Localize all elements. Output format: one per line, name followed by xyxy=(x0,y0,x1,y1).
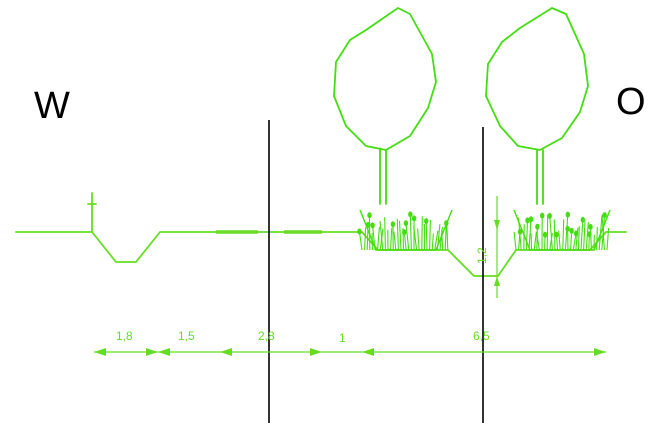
grass-flower-head xyxy=(367,212,371,218)
grass-blade xyxy=(400,221,402,250)
grass-blade xyxy=(378,227,380,250)
grass-blade xyxy=(430,220,431,250)
dimension-label-2: 1,5 xyxy=(178,329,195,343)
grass-blade xyxy=(397,219,398,250)
grass-flower-head xyxy=(357,229,361,235)
grass-flower-head xyxy=(569,228,573,234)
grass-blade xyxy=(584,222,585,251)
dim-arrow-c xyxy=(220,348,232,356)
grass-blade xyxy=(385,217,386,250)
compass-east-label: O xyxy=(616,81,646,123)
grass-blade xyxy=(437,224,440,250)
grass-flower-head xyxy=(424,218,428,224)
grass-flower-head xyxy=(602,212,606,218)
height-arrow-top xyxy=(494,220,500,230)
grass-blade xyxy=(365,227,366,250)
grass-flower-head xyxy=(408,211,412,217)
grass-flower-head xyxy=(581,217,585,223)
tree-left xyxy=(334,8,436,204)
grass-flower-head xyxy=(535,224,539,230)
grass-blade xyxy=(432,234,433,251)
grass-blade xyxy=(426,221,427,250)
dimension-label-3: 2,8 xyxy=(258,329,275,343)
grass-blade xyxy=(526,220,527,250)
grass-blade xyxy=(578,226,579,250)
dim-arrow-e xyxy=(362,348,374,356)
grass-flower-head xyxy=(566,212,570,218)
height-dimension-label: 1,2 xyxy=(475,247,489,264)
ground-profile-line xyxy=(16,232,626,276)
grass-flower-head xyxy=(548,213,552,219)
tree-right xyxy=(486,8,588,204)
grass-blade xyxy=(597,227,598,250)
ground-profile xyxy=(16,193,626,276)
dimension-label-4: 1 xyxy=(339,331,346,345)
tree-left-crown xyxy=(334,8,436,150)
dim-arrow-a xyxy=(146,348,158,356)
grass-blade xyxy=(422,216,423,250)
grass-blade xyxy=(547,214,548,250)
grass-blade xyxy=(591,227,592,250)
grass-blade xyxy=(406,223,409,250)
grass-blade xyxy=(534,232,536,251)
planting-bed-grass-left xyxy=(357,210,452,250)
height-arrow-bottom xyxy=(494,276,500,286)
grass-blade xyxy=(581,220,583,250)
dimension-label-5: 6,5 xyxy=(473,329,490,343)
grass-flower-head xyxy=(540,213,544,219)
grass-blade xyxy=(394,232,396,251)
grass-blade xyxy=(563,219,564,250)
width-dimension-chain: 1,8 1,5 2,8 1 6,5 xyxy=(94,329,606,356)
height-dimension: 1,2 xyxy=(475,196,500,298)
grass-flower-head xyxy=(588,224,592,230)
dim-arrow-start xyxy=(94,348,106,356)
grass-flower-head xyxy=(543,232,547,238)
grass-flower-head xyxy=(391,221,395,227)
grass-flower-head xyxy=(529,216,533,222)
grass-flower-head xyxy=(404,220,408,226)
grass-blade xyxy=(531,233,532,250)
grass-flower-head xyxy=(554,232,558,238)
grass-flower-head xyxy=(412,215,416,221)
dim-arrow-end xyxy=(594,348,606,356)
grass-blade xyxy=(559,230,561,250)
grass-flower-head xyxy=(370,222,374,228)
grass-blade xyxy=(410,214,411,250)
grass-blade xyxy=(514,232,516,250)
grass-flower-head xyxy=(402,229,406,235)
compass-west-label: W xyxy=(34,85,70,127)
dim-arrow-d xyxy=(310,348,322,356)
grass-blade xyxy=(418,229,420,251)
tree-right-crown xyxy=(486,8,588,150)
dimension-label-1: 1,8 xyxy=(116,329,133,343)
dim-arrow-b xyxy=(158,348,170,356)
grass-flower-head xyxy=(565,226,569,232)
grass-blade xyxy=(391,228,392,250)
